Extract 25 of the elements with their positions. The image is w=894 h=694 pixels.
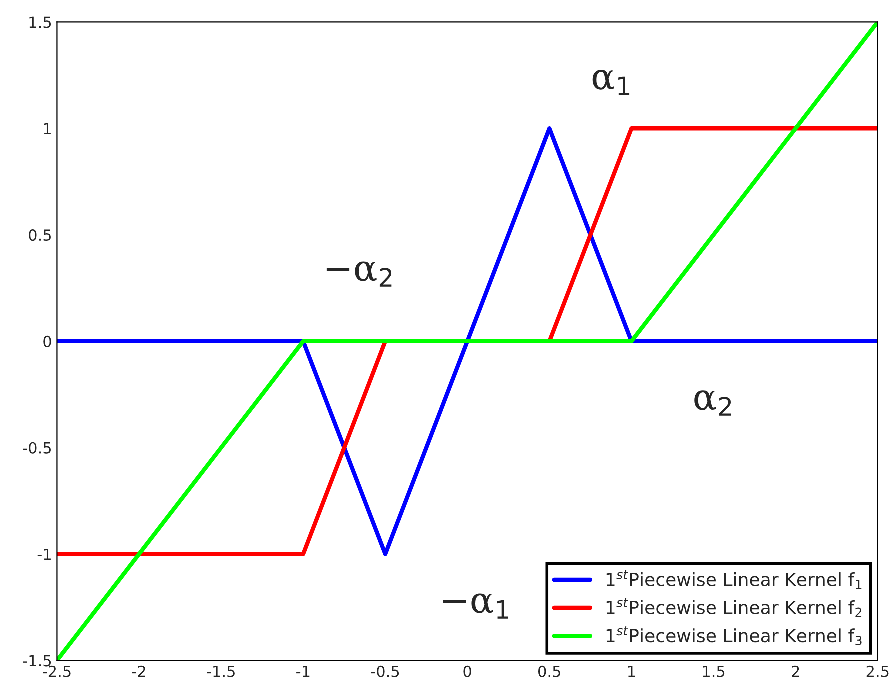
y-tick-label: -1	[38, 548, 51, 560]
x-tick-label: 1	[628, 666, 636, 678]
legend-label: 1$^{st}$Piecewise Linear Kernel f$_{1}$	[606, 570, 862, 590]
x-tick-label: -2.5	[43, 666, 71, 678]
x-tick-label: -1.5	[207, 666, 235, 678]
annotation: α$_{1}$	[592, 70, 630, 96]
x-tick-label: -2	[132, 666, 146, 678]
x-tick-label: 2.5	[866, 666, 889, 678]
legend-label: 1$^{st}$Piecewise Linear Kernel f$_{2}$	[606, 598, 862, 618]
annotation: −α$_{2}$	[326, 262, 392, 287]
y-tick-label: -1.5	[23, 655, 52, 667]
annotation: −α$_{1}$	[443, 594, 508, 619]
y-tick-label: -0.5	[23, 442, 52, 454]
x-tick-label: -1	[296, 666, 310, 678]
annotation: α$_{2}$	[694, 390, 732, 416]
x-tick-label: 0	[464, 666, 472, 678]
x-tick-label: -0.5	[371, 666, 400, 678]
y-tick-label: 1	[44, 123, 51, 134]
x-tick-label: 2	[792, 666, 800, 678]
y-tick-label: 0.5	[29, 230, 52, 242]
y-tick-label: 0	[44, 336, 52, 348]
y-tick-label: 1.5	[30, 16, 52, 28]
legend-label: 1$^{st}$Piecewise Linear Kernel f$_{3}$	[606, 626, 862, 646]
x-tick-label: 1.5	[703, 666, 725, 678]
x-tick-label: 0.5	[538, 666, 560, 678]
